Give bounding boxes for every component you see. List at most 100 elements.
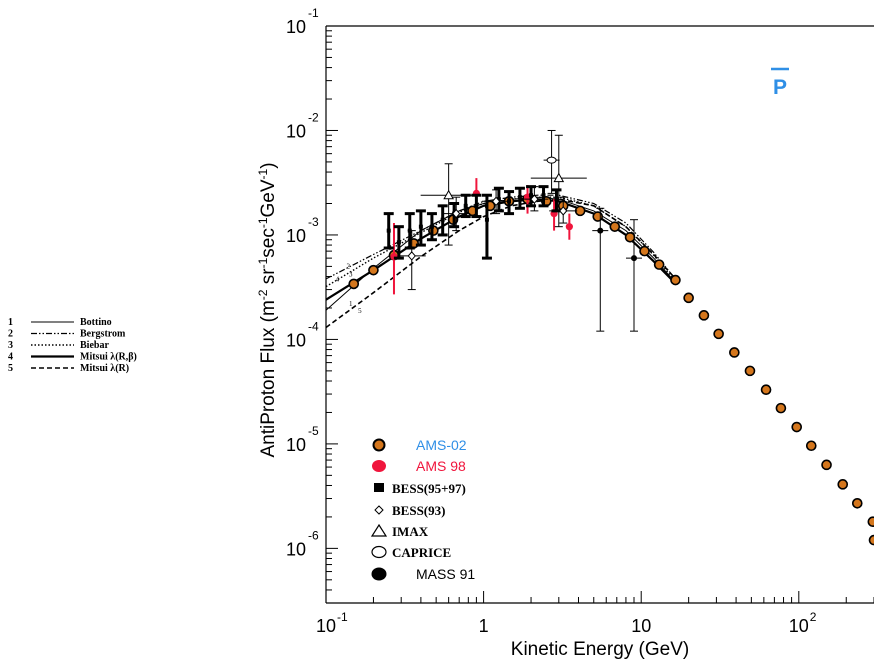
y-tick-label: 10 [286, 330, 306, 350]
point-ams-02 [698, 310, 710, 321]
curve-tag-5: 5 [358, 307, 362, 315]
series-caprice [543, 129, 560, 194]
point-ams-02 [760, 384, 772, 396]
y-label-part: sec [258, 228, 279, 258]
point-ams-02 [851, 498, 863, 509]
legend-label: BESS(95+97) [392, 481, 466, 496]
model-legend-entry-5: 5 Mitsui λ(R) [8, 363, 129, 374]
point-bess-95-97- [418, 224, 423, 229]
point-ams-02 [609, 221, 621, 232]
point-ams-02 [744, 365, 756, 377]
model-legend-entry-1: 1 Bottino [8, 317, 112, 328]
model-legend-number: 1 [8, 317, 13, 328]
y-tick-exponent: -3 [308, 215, 319, 229]
point-imax [443, 189, 454, 200]
y-tick-exponent: -5 [308, 424, 319, 438]
series-bess-93- [397, 186, 578, 291]
point-bess-93- [530, 194, 539, 204]
point-bess-95-97- [541, 193, 546, 198]
x-tick-label: 10 [316, 616, 336, 636]
point-bess-95-97- [496, 197, 501, 202]
point-ams-02 [791, 421, 803, 433]
curve-tag-2: 2 [347, 262, 351, 270]
legend-entry-ams-02: AMS-02 [372, 437, 467, 453]
point-bess-93- [452, 208, 461, 219]
point-bess-93- [559, 206, 568, 216]
point-ams-02 [670, 274, 681, 286]
model-legend-number: 2 [8, 329, 13, 340]
point-caprice [546, 156, 557, 164]
x-axis-label: Kinetic Energy (GeV) [511, 639, 689, 660]
legend-entry-ams-98: AMS 98 [372, 458, 466, 474]
model-legend-label: Mitsui λ(R) [80, 363, 129, 374]
legend-label: BESS(93) [392, 503, 445, 518]
point-bess-95-97- [517, 195, 522, 200]
legend-entry-imax: IMAX [370, 523, 429, 539]
y-label-part: -1 [256, 257, 270, 268]
point-bess-95-97- [440, 217, 445, 222]
y-tick-label: 10 [286, 226, 306, 246]
point-imax [553, 172, 565, 183]
point-ams-02 [729, 347, 740, 358]
point-ams-02 [592, 211, 604, 222]
plot-axes: 10-110-210-310-410-510-610 -1 1 10 10 2 [286, 6, 874, 636]
x-tick-label: 10 [789, 616, 809, 636]
legend-marker [374, 505, 384, 515]
legend-marker [371, 545, 387, 559]
legend-label: AMS-02 [416, 437, 467, 453]
point-bess-95-97- [396, 240, 401, 245]
x-tick-exponent: 2 [810, 610, 817, 624]
point-bess-93- [491, 196, 501, 207]
point-ams-02 [837, 479, 849, 490]
y-tick-label: 10 [286, 539, 306, 559]
y-tick-label: 10 [286, 435, 306, 455]
model-curve-1 [325, 196, 674, 311]
y-label-part: sr [258, 268, 279, 290]
model-legend-entry-3: 3 Biebar [8, 340, 109, 351]
series-imax [420, 134, 587, 246]
point-mass-91 [597, 227, 604, 234]
legend-marker [372, 438, 386, 452]
y-label-part: -1 [256, 168, 270, 179]
point-bess-95-97- [386, 228, 391, 233]
y-tick-label: 10 [286, 121, 306, 141]
point-bess-95-97- [484, 217, 489, 222]
model-curve-4 [325, 198, 675, 301]
legend-label: CAPRICE [392, 545, 451, 560]
point-bess-95-97- [529, 193, 534, 198]
chart-title: P [773, 76, 787, 99]
point-bess-95-97- [463, 203, 468, 208]
series-mass-91 [592, 207, 642, 332]
legend-marker [374, 483, 384, 492]
y-label-part: -2 [256, 289, 270, 300]
model-legend-label: Mitsui λ(R,β) [80, 352, 137, 363]
model-curve-2 [325, 194, 674, 280]
point-ams-02 [713, 328, 724, 340]
curve-tag-3: 3 [349, 271, 353, 279]
model-legend-number: 5 [8, 363, 13, 374]
curve-tag-4: 4 [336, 275, 340, 283]
point-bess-95-97- [474, 203, 479, 208]
model-curve-5 [325, 198, 674, 329]
point-bess-95-97- [554, 197, 559, 202]
point-ams-02 [867, 516, 874, 528]
y-tick-exponent: -6 [308, 528, 319, 542]
y-label-part: GeV [258, 179, 279, 217]
legend-entry-mass-91: MASS 91 [371, 566, 475, 582]
y-tick-exponent: -1 [308, 6, 319, 20]
legend-marker [372, 460, 386, 472]
curve-tag-1: 1 [349, 300, 353, 308]
point-ams-02 [624, 231, 636, 243]
point-ams-98 [565, 223, 573, 231]
legend-entry-bess-93-: BESS(93) [374, 503, 445, 518]
legend-entry-caprice: CAPRICE [371, 545, 451, 560]
y-axis-label: AntiProton Flux (m-2 sr-1sec-1GeV-1) [256, 162, 279, 457]
data-legend: AMS-02 AMS 98 BESS(95+97) BESS(93) IMAX CAPRI… [370, 437, 475, 582]
point-bess-95-97- [429, 224, 434, 229]
legend-marker [371, 567, 387, 581]
point-ams-02 [805, 440, 817, 452]
series-ams-98 [390, 178, 573, 295]
model-legend-label: Biebar [80, 340, 109, 351]
point-ams-02 [821, 459, 832, 471]
